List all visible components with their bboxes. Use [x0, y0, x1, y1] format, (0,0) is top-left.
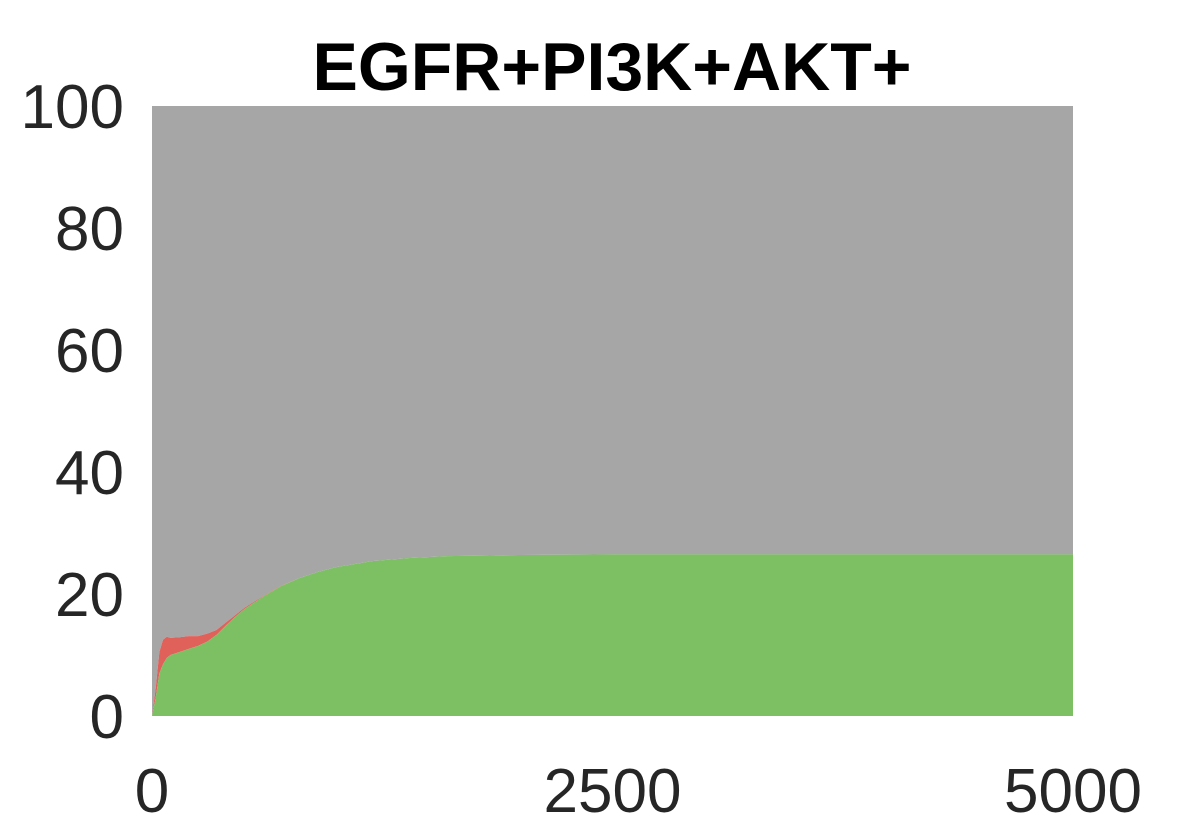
plot-area [152, 106, 1073, 716]
gray-area [152, 106, 1073, 716]
y-tick-label: 20 [55, 561, 124, 630]
chart-title: EGFR+PI3K+AKT+ [313, 29, 912, 105]
x-tick-label: 0 [135, 757, 169, 826]
x-axis: 0 2500 5000 [135, 757, 1142, 826]
y-tick-label: 80 [55, 195, 124, 264]
y-axis: 0 20 40 60 80 100 [21, 73, 124, 752]
y-tick-label: 0 [90, 683, 124, 752]
x-tick-label: 5000 [1004, 757, 1142, 826]
y-tick-label: 40 [55, 439, 124, 508]
green-area [152, 554, 1073, 716]
y-tick-label: 60 [55, 317, 124, 386]
x-tick-label: 2500 [544, 757, 682, 826]
y-tick-label: 100 [21, 73, 124, 142]
